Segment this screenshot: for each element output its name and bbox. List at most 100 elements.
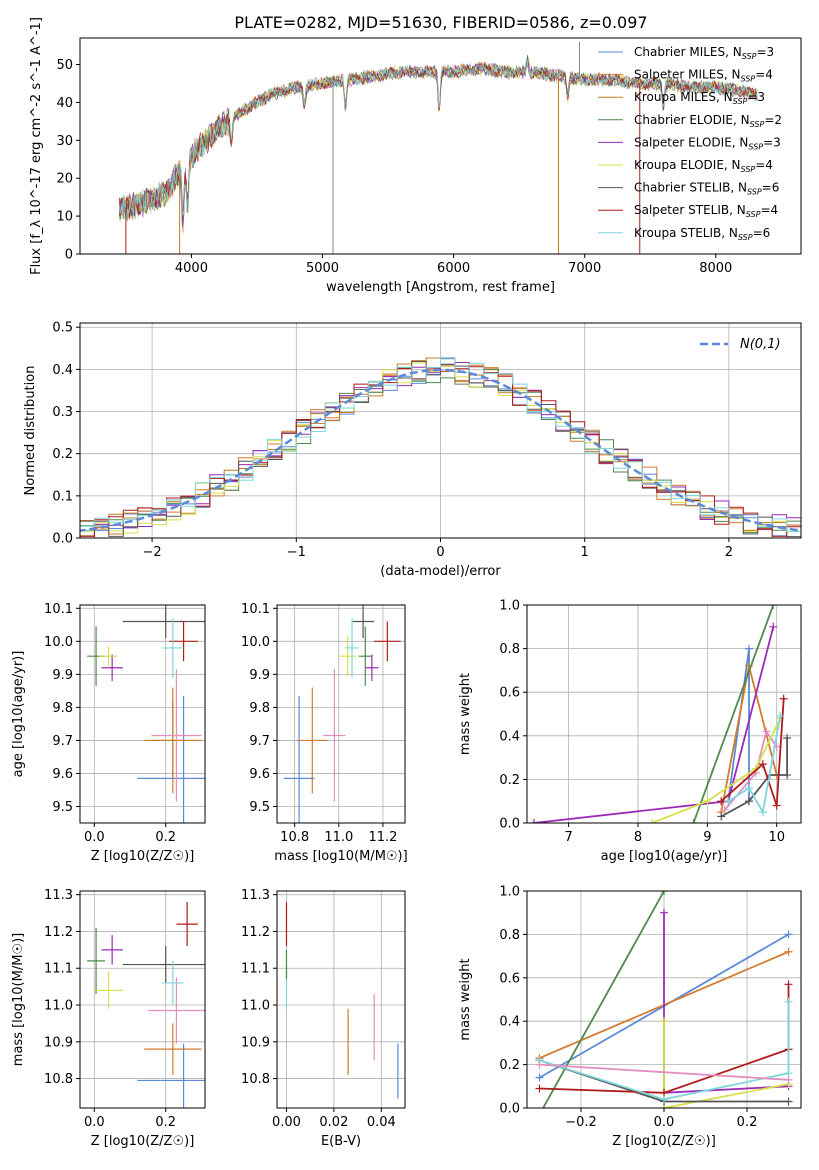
legend-count: =4	[755, 68, 773, 82]
plot-area	[87, 902, 205, 1108]
x-tick-label: −1	[287, 545, 306, 560]
data-point	[122, 946, 205, 983]
axes-frame	[79, 890, 206, 1109]
axes-frame	[526, 604, 802, 824]
y-tick-label: 0.2	[499, 1058, 520, 1073]
x-axis-label: wavelength [Angstrom, rest frame]	[326, 280, 555, 295]
y-axis-label: mass [log10(M/M☉)]	[11, 933, 26, 1066]
series-marker	[784, 1075, 793, 1084]
legend-entry: Chabrier MILES, NSSP=3	[634, 45, 774, 61]
y-tick-label: 10.0	[44, 635, 73, 650]
y-tick-label: 0.8	[499, 928, 520, 943]
series-marker	[703, 797, 712, 806]
legend-label: Chabrier STELIB, N	[634, 181, 747, 195]
axes-frame	[526, 890, 802, 1109]
data-point	[137, 695, 205, 823]
plot-area	[535, 891, 793, 1108]
y-tick-label: 1.0	[499, 599, 520, 614]
y-tick-label: 20	[56, 172, 73, 187]
series-line	[542, 891, 665, 1108]
y-tick-label: 0.5	[52, 321, 73, 336]
plot-area	[285, 902, 399, 1099]
panel-mass_vs_z: 0.0 0.2 10.8 10.9 11.0 11.1 11.2 11.3 Z [log10(Z…	[11, 888, 206, 1149]
legend-label: Chabrier ELODIE, N	[634, 113, 750, 127]
y-tick-label: 0.3	[52, 405, 73, 420]
x-tick-label: 0.0	[654, 1115, 675, 1130]
y-tick-label: 10.9	[241, 1035, 270, 1050]
plot-area	[87, 605, 205, 823]
y-tick-label: 0	[65, 248, 73, 263]
y-tick-label: 11.1	[241, 962, 270, 977]
legend-label: Chabrier MILES, N	[634, 45, 742, 59]
series-marker	[529, 819, 538, 823]
y-tick-label: 11.3	[241, 888, 270, 903]
y-tick-label: 9.5	[249, 800, 270, 815]
data-point	[162, 618, 184, 678]
data-point	[122, 605, 205, 639]
y-tick-label: 10.8	[44, 1072, 73, 1087]
panel-residuals: −2 −1 0 1 2 0.0 0.1 0.2 0.3 0.4 0.5 (data-model)/er…	[23, 321, 802, 579]
panel-spectrum: 4000 5000 6000 7000 8000 0 10 20 30 40 50 wavelengt…	[29, 17, 802, 295]
legend-entry: Salpeter MILES, NSSP=4	[634, 68, 773, 84]
legend-label: Salpeter ELODIE, N	[634, 135, 748, 149]
series-line	[720, 698, 785, 806]
y-tick-label: 1.0	[499, 885, 520, 900]
y-tick-label: 9.7	[249, 734, 270, 749]
plot-area	[283, 605, 401, 823]
y-axis-label: mass weight	[458, 958, 473, 1040]
y-tick-label: 10	[56, 210, 73, 225]
x-tick-label: 0.2	[155, 1115, 176, 1130]
axes-frame	[79, 37, 802, 255]
y-tick-label: 10.8	[241, 1072, 270, 1087]
y-tick-label: 0.2	[52, 447, 73, 462]
y-tick-label: 0.4	[52, 363, 73, 378]
data-point	[169, 621, 198, 662]
y-tick-label: 11.0	[241, 999, 270, 1014]
legend-subscript: SSP	[750, 120, 765, 129]
data-point	[345, 618, 359, 678]
legend-subscript: SSP	[747, 188, 762, 197]
y-tick-label: 10.0	[241, 635, 270, 650]
legend-entry: Salpeter ELODIE, NSSP=3	[634, 135, 781, 151]
legend-label: Kroupa MILES, N	[634, 90, 733, 104]
x-tick-label: 0	[436, 545, 444, 560]
x-tick-label: 1	[581, 545, 589, 560]
series-line	[727, 716, 782, 815]
data-point	[101, 654, 123, 681]
panel-age_vs_mass: 10.8 11.0 11.2 9.5 9.6 9.7 9.8 9.9 10.0 10.1 mass …	[241, 602, 408, 864]
y-tick-label: 0.0	[499, 1102, 520, 1117]
y-tick-label: 0.2	[499, 773, 520, 788]
axes-frame	[276, 890, 406, 1109]
y-tick-label: 40	[56, 96, 73, 111]
plot-area	[118, 41, 758, 254]
x-tick-label: 6000	[437, 261, 470, 276]
series-marker	[758, 760, 767, 769]
y-tick-label: 9.8	[52, 701, 73, 716]
legend-count: =4	[755, 158, 773, 172]
series-marker	[660, 908, 668, 917]
series-marker	[779, 694, 788, 703]
x-axis-label: Z [log10(Z/Z☉)]	[612, 1134, 716, 1149]
legend-subscript: SSP	[742, 52, 757, 61]
legend-count: =3	[747, 90, 765, 104]
series-marker	[784, 930, 793, 939]
axes-frame	[276, 604, 406, 824]
y-tick-label: 10.9	[44, 1035, 73, 1050]
x-tick-label: 10.8	[280, 830, 309, 845]
series-line	[539, 1001, 790, 1101]
series-marker	[660, 1017, 668, 1026]
axes-frame	[79, 604, 206, 824]
series-marker	[535, 1084, 544, 1093]
series-marker	[689, 819, 698, 823]
legend-count: =3	[756, 45, 774, 59]
y-tick-label: 0.8	[499, 642, 520, 657]
y-tick-label: 10.1	[241, 602, 270, 617]
x-tick-label: 7000	[568, 261, 601, 276]
legend: N(0,1)	[700, 337, 781, 352]
series-marker	[717, 797, 726, 806]
histogram-8	[80, 357, 801, 532]
legend-label: Salpeter MILES, N	[634, 68, 741, 82]
x-tick-label: 0.00	[272, 1115, 301, 1130]
x-tick-label: 8000	[699, 261, 732, 276]
